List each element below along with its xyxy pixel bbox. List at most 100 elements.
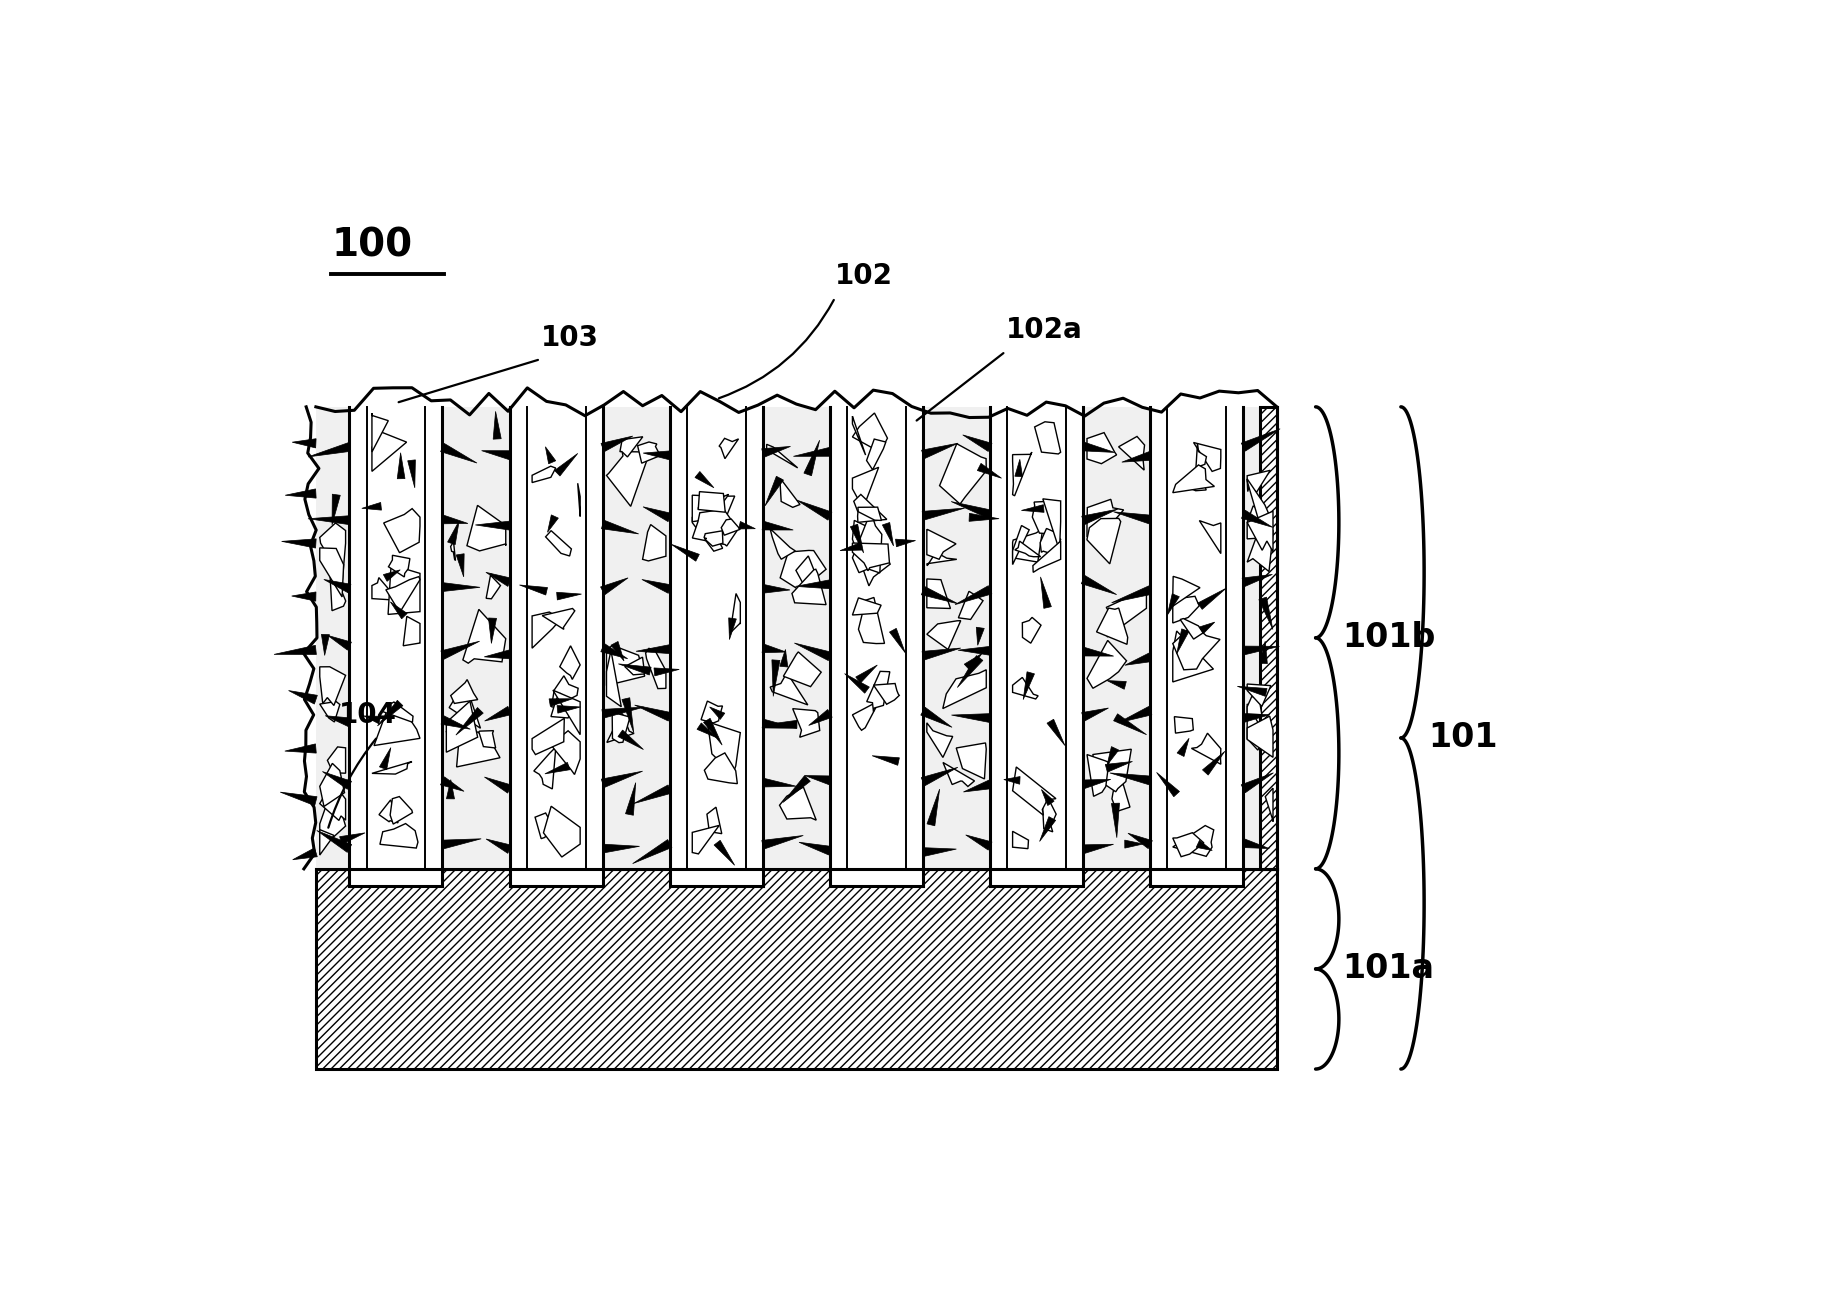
Polygon shape <box>943 762 974 787</box>
Polygon shape <box>921 707 952 727</box>
Polygon shape <box>625 658 644 675</box>
Text: 102: 102 <box>836 262 893 290</box>
Text: 100: 100 <box>332 226 413 264</box>
Polygon shape <box>762 778 795 787</box>
Polygon shape <box>1247 470 1269 492</box>
Bar <box>847 407 906 869</box>
Polygon shape <box>323 771 352 790</box>
Polygon shape <box>1173 465 1214 493</box>
Polygon shape <box>1096 608 1127 645</box>
Polygon shape <box>382 702 413 722</box>
Polygon shape <box>1083 779 1111 788</box>
Polygon shape <box>1168 594 1179 615</box>
Bar <box>830 407 847 886</box>
Polygon shape <box>895 539 915 547</box>
Polygon shape <box>557 706 581 713</box>
Polygon shape <box>456 724 500 767</box>
Polygon shape <box>1247 684 1271 706</box>
Polygon shape <box>646 649 666 689</box>
Polygon shape <box>441 839 482 850</box>
Bar <box>367 407 426 869</box>
Bar <box>349 407 367 886</box>
Polygon shape <box>319 799 345 850</box>
Polygon shape <box>1113 784 1129 812</box>
Polygon shape <box>1173 624 1220 669</box>
Polygon shape <box>762 521 793 530</box>
Polygon shape <box>308 442 351 457</box>
Polygon shape <box>601 643 627 659</box>
Polygon shape <box>548 515 559 532</box>
Polygon shape <box>845 673 869 693</box>
Polygon shape <box>622 698 633 732</box>
Polygon shape <box>852 467 878 502</box>
Polygon shape <box>1087 754 1109 796</box>
Polygon shape <box>1022 617 1041 643</box>
Polygon shape <box>710 707 725 719</box>
Polygon shape <box>625 783 637 816</box>
Polygon shape <box>389 556 410 577</box>
Polygon shape <box>485 839 511 853</box>
Polygon shape <box>851 525 863 553</box>
Polygon shape <box>441 515 469 523</box>
Polygon shape <box>607 452 649 506</box>
Polygon shape <box>707 808 721 834</box>
Polygon shape <box>446 779 454 799</box>
Polygon shape <box>319 763 345 806</box>
Polygon shape <box>482 450 511 459</box>
Polygon shape <box>391 602 408 619</box>
Polygon shape <box>1022 505 1044 513</box>
Polygon shape <box>288 690 317 705</box>
Polygon shape <box>1125 652 1151 666</box>
Polygon shape <box>922 508 965 521</box>
Polygon shape <box>1013 526 1030 565</box>
Polygon shape <box>389 796 413 823</box>
Polygon shape <box>552 676 577 707</box>
Text: 101: 101 <box>1428 722 1498 754</box>
Polygon shape <box>485 574 500 599</box>
Polygon shape <box>1118 436 1144 470</box>
Polygon shape <box>613 713 629 743</box>
Polygon shape <box>327 746 345 774</box>
Bar <box>670 869 762 886</box>
Polygon shape <box>793 709 819 737</box>
Polygon shape <box>867 438 886 470</box>
Polygon shape <box>922 649 961 660</box>
Polygon shape <box>958 646 991 655</box>
Polygon shape <box>485 706 511 722</box>
Polygon shape <box>1118 706 1151 723</box>
Polygon shape <box>1196 840 1212 851</box>
Polygon shape <box>799 842 830 855</box>
Polygon shape <box>380 823 419 848</box>
Bar <box>603 407 670 869</box>
Polygon shape <box>1122 452 1151 462</box>
Polygon shape <box>1247 512 1273 552</box>
Polygon shape <box>852 512 882 573</box>
Polygon shape <box>404 616 421 646</box>
Polygon shape <box>633 784 672 804</box>
Polygon shape <box>1033 542 1061 573</box>
Polygon shape <box>926 530 956 560</box>
Polygon shape <box>705 531 723 547</box>
Polygon shape <box>792 569 827 604</box>
Text: 104: 104 <box>339 701 397 729</box>
Bar <box>526 407 585 869</box>
Polygon shape <box>319 702 339 722</box>
Polygon shape <box>969 513 1000 521</box>
Polygon shape <box>286 489 315 499</box>
Polygon shape <box>952 501 991 518</box>
Polygon shape <box>1087 518 1120 564</box>
Bar <box>1066 407 1083 886</box>
Polygon shape <box>963 435 993 452</box>
Polygon shape <box>1247 506 1262 543</box>
Polygon shape <box>1203 752 1225 775</box>
Polygon shape <box>1260 641 1268 664</box>
Polygon shape <box>275 646 315 655</box>
Polygon shape <box>852 416 865 455</box>
Polygon shape <box>852 412 887 453</box>
Polygon shape <box>611 642 624 660</box>
Polygon shape <box>780 479 801 508</box>
Polygon shape <box>284 744 315 753</box>
Polygon shape <box>317 830 352 852</box>
Polygon shape <box>965 654 982 669</box>
Polygon shape <box>1041 790 1053 805</box>
